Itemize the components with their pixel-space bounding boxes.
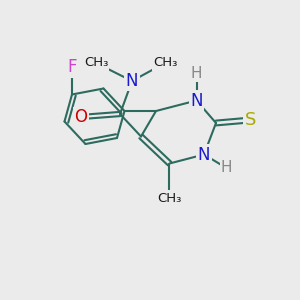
Text: S: S <box>245 111 256 129</box>
Text: N: N <box>198 146 210 164</box>
Text: O: O <box>74 108 88 126</box>
Text: N: N <box>190 92 203 110</box>
Text: CH₃: CH₃ <box>84 56 108 70</box>
Text: H: H <box>191 66 202 81</box>
Text: N: N <box>126 72 138 90</box>
Text: CH₃: CH₃ <box>153 56 177 70</box>
Text: H: H <box>221 160 232 175</box>
Text: CH₃: CH₃ <box>157 191 182 205</box>
Text: F: F <box>67 58 77 76</box>
